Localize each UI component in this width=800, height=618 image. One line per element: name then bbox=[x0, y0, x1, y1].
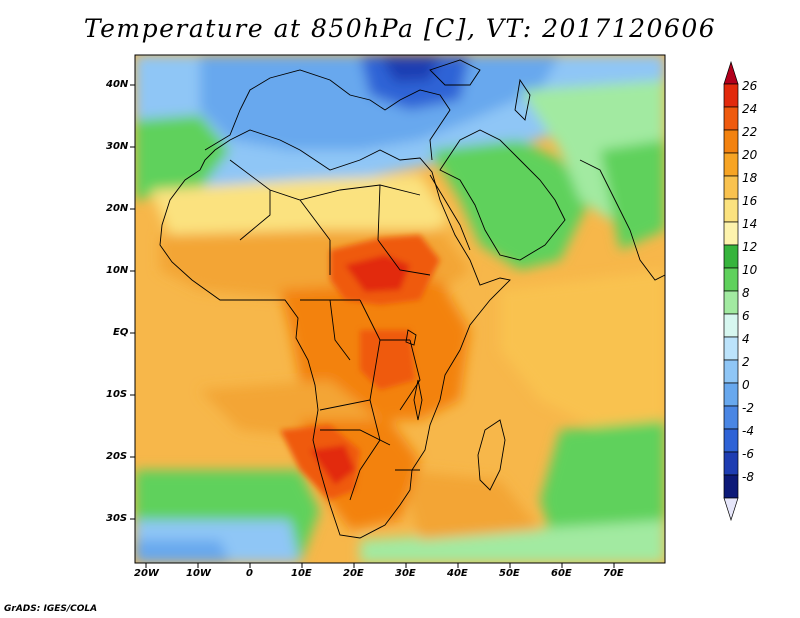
lon-label-30e: 30E bbox=[395, 568, 416, 579]
colorbar-segment bbox=[723, 474, 739, 499]
lon-label-50e: 50E bbox=[499, 568, 520, 579]
colorbar-segment bbox=[723, 428, 739, 453]
map-frame bbox=[134, 54, 666, 564]
colorbar-label: 26 bbox=[742, 79, 758, 93]
colorbar-label: 6 bbox=[742, 309, 750, 323]
colorbar-segment bbox=[723, 313, 739, 338]
lat-label-10s: 10S bbox=[106, 389, 128, 400]
colorbar-label: -6 bbox=[742, 447, 754, 461]
colorbar-top-arrow bbox=[723, 60, 739, 85]
colorbar-segment bbox=[723, 175, 739, 200]
colorbar-label: -8 bbox=[742, 470, 754, 484]
lon-label-40e: 40E bbox=[447, 568, 468, 579]
colorbar-segment bbox=[723, 106, 739, 131]
lon-label-20e: 20E bbox=[343, 568, 364, 579]
lon-label-10w: 10W bbox=[186, 568, 211, 579]
colorbar-label: 16 bbox=[742, 194, 758, 208]
lat-label-30n: 30N bbox=[106, 141, 129, 152]
colorbar-segment bbox=[723, 405, 739, 430]
temperature-field bbox=[135, 55, 665, 563]
lon-label-20w: 20W bbox=[134, 568, 159, 579]
colorbar-label: 4 bbox=[742, 332, 750, 346]
colorbar-segment bbox=[723, 129, 739, 154]
colorbar-label: -2 bbox=[742, 401, 754, 415]
coastlines bbox=[159, 59, 665, 539]
colorbar-segment bbox=[723, 267, 739, 292]
colorbar-label: 20 bbox=[742, 148, 758, 162]
colorbar-segment bbox=[723, 83, 739, 108]
colorbar-segment bbox=[723, 359, 739, 384]
colorbar-label: -4 bbox=[742, 424, 754, 438]
lat-label-20s: 20S bbox=[106, 451, 128, 462]
colorbar-label: 10 bbox=[742, 263, 758, 277]
colorbar-segment bbox=[723, 221, 739, 246]
lat-label-40n: 40N bbox=[106, 79, 129, 90]
colorbar-label: 2 bbox=[742, 355, 750, 369]
colorbar-segment bbox=[723, 290, 739, 315]
lat-label-30s: 30S bbox=[106, 513, 128, 524]
colorbar-label: 12 bbox=[742, 240, 758, 254]
colorbar-label: 22 bbox=[742, 125, 758, 139]
grads-credit: GrADS: IGES/COLA bbox=[4, 604, 98, 614]
colorbar-segment bbox=[723, 451, 739, 476]
colorbar-label: 0 bbox=[742, 378, 750, 392]
lon-label-0: 0 bbox=[246, 568, 253, 579]
colorbar-segment bbox=[723, 152, 739, 177]
colorbar-segment bbox=[723, 336, 739, 361]
colorbar-label: 14 bbox=[742, 217, 758, 231]
lon-label-70e: 70E bbox=[603, 568, 624, 579]
colorbar-bottom-arrow bbox=[723, 497, 739, 522]
lon-label-60e: 60E bbox=[551, 568, 572, 579]
lat-label-eq: EQ bbox=[113, 327, 129, 338]
colorbar-label: 24 bbox=[742, 102, 758, 116]
colorbar bbox=[723, 60, 739, 522]
colorbar-segment bbox=[723, 198, 739, 223]
colorbar-label: 18 bbox=[742, 171, 758, 185]
lat-label-10n: 10N bbox=[106, 265, 129, 276]
map-title: Temperature at 850hPa [C], VT: 201712060… bbox=[83, 14, 717, 43]
colorbar-label: 8 bbox=[742, 286, 750, 300]
colorbar-segment bbox=[723, 382, 739, 407]
lon-label-10e: 10E bbox=[291, 568, 312, 579]
colorbar-segment bbox=[723, 244, 739, 269]
lat-label-20n: 20N bbox=[106, 203, 129, 214]
